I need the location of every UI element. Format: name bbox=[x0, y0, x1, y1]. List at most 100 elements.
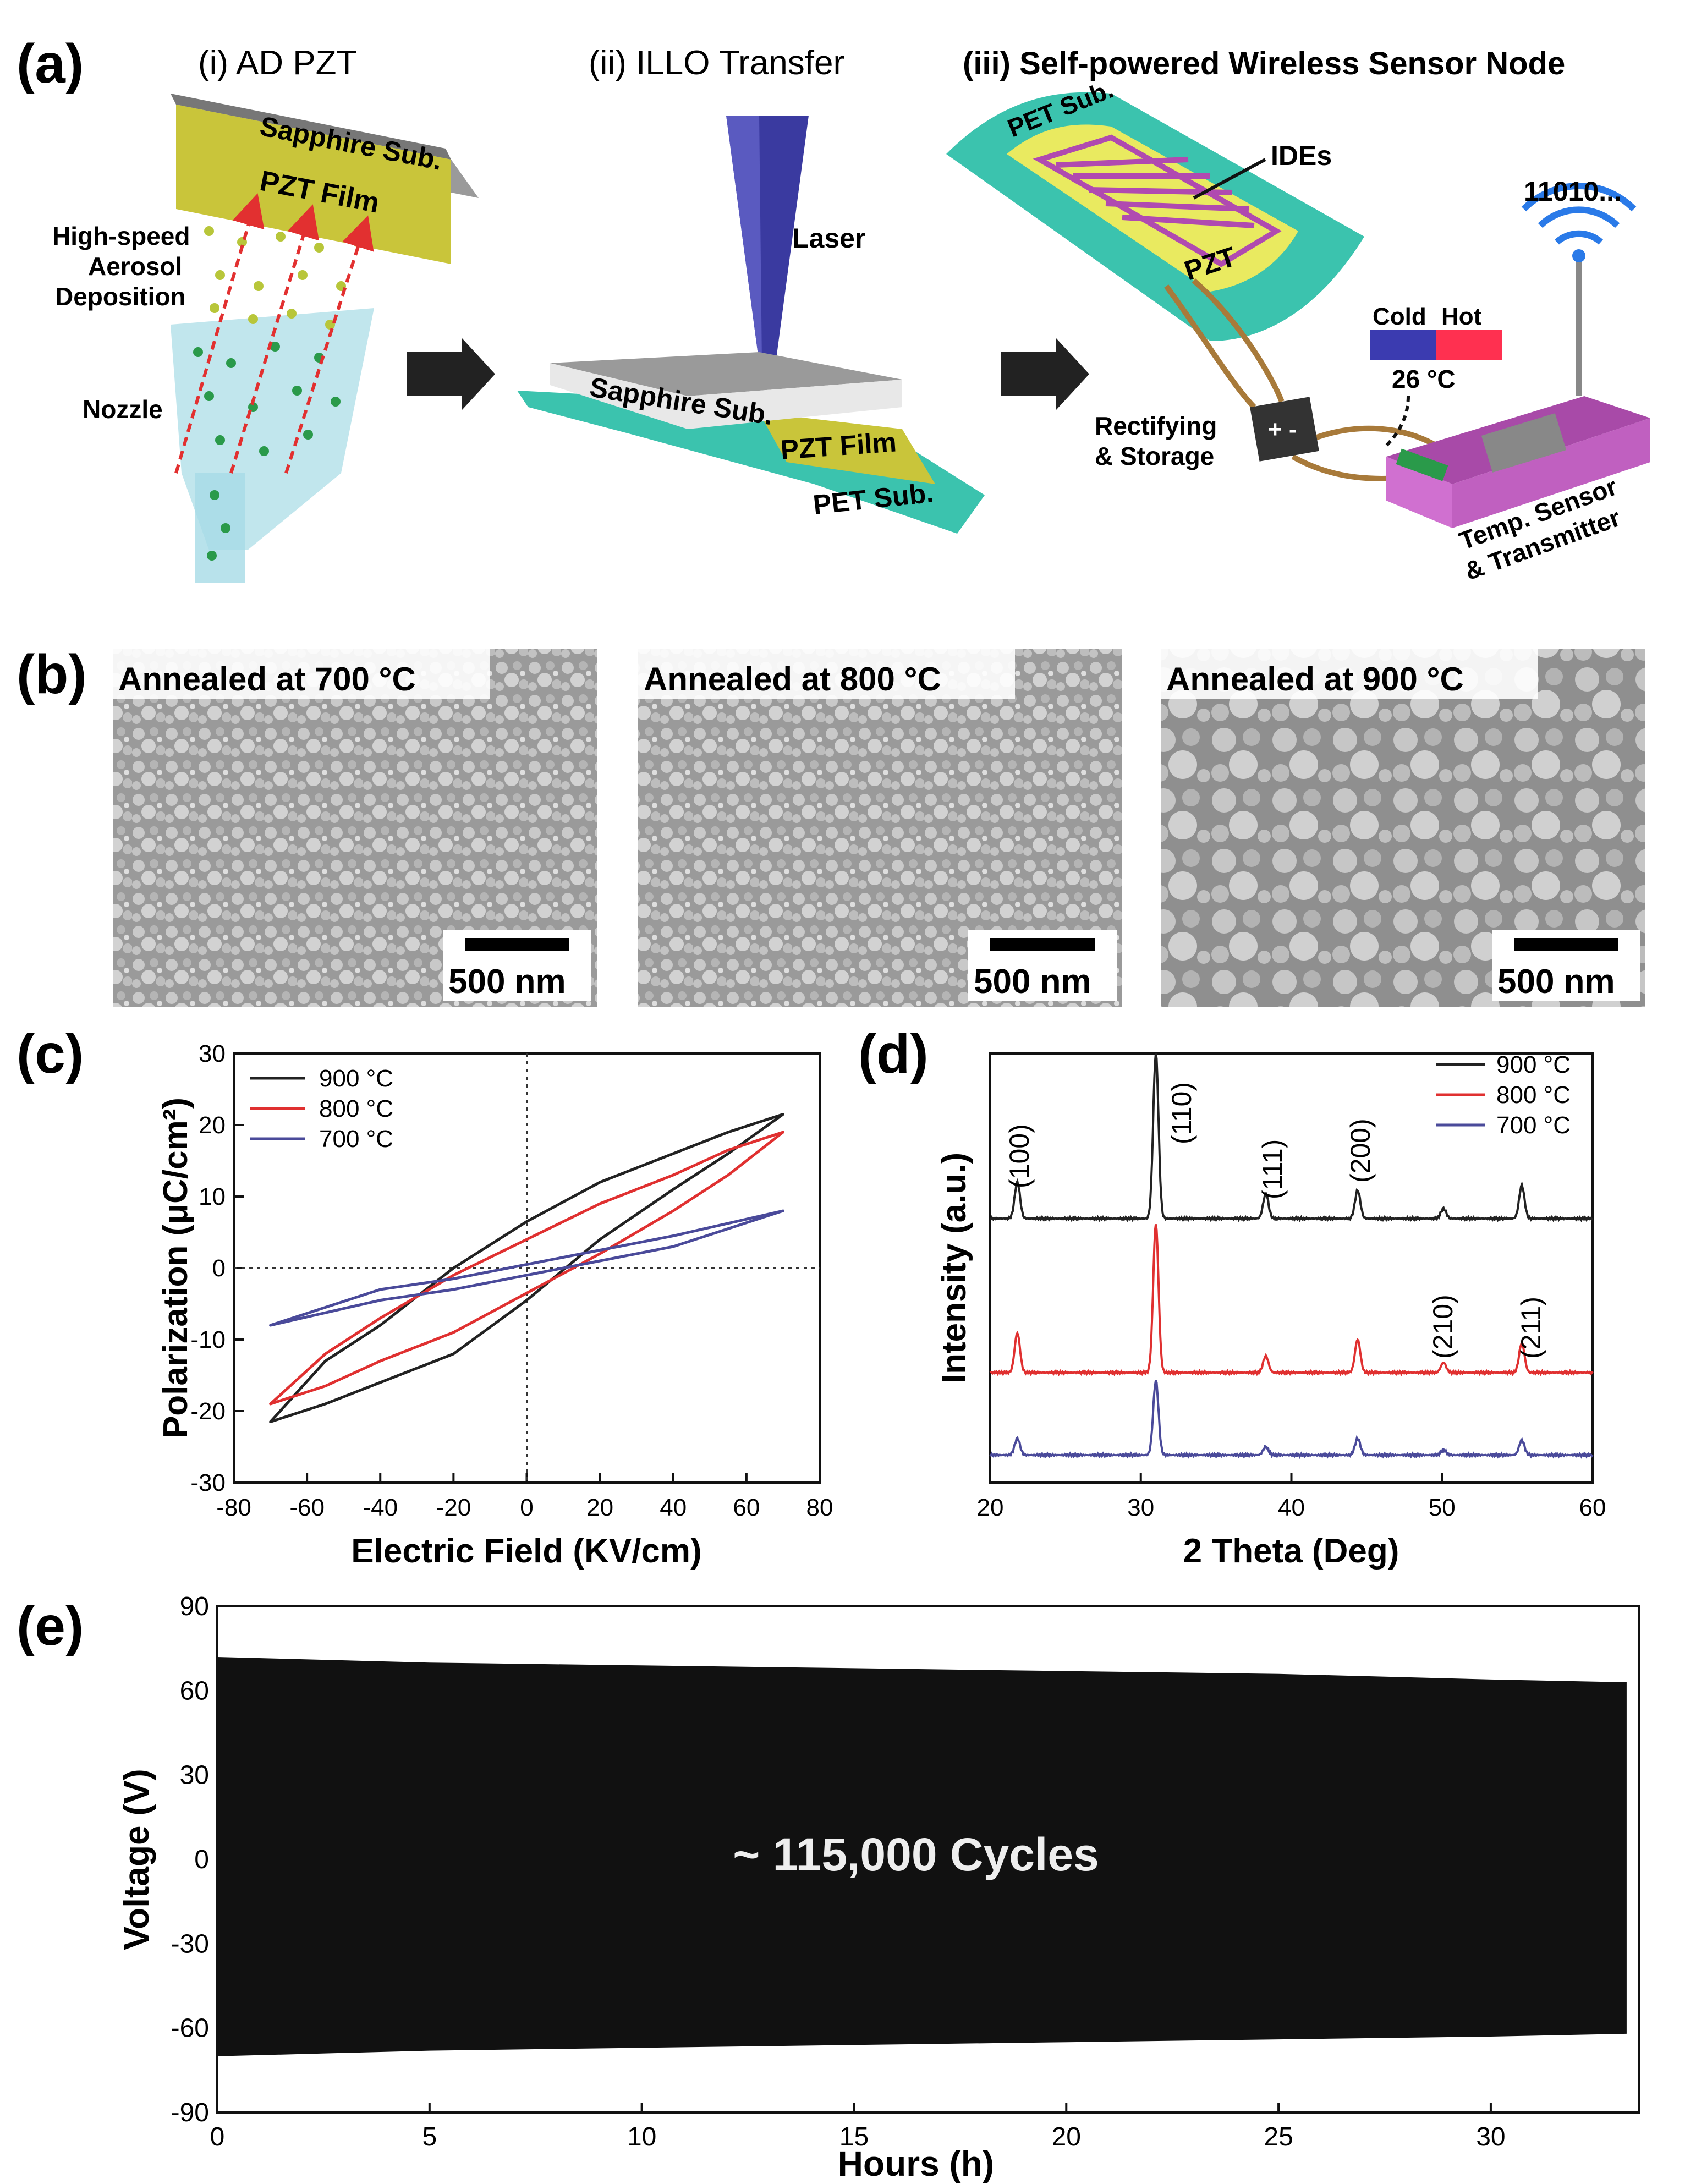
chart-c-ytick-label: -20 bbox=[190, 1398, 226, 1425]
chart-d-xtick-label: 20 bbox=[977, 1494, 1004, 1521]
chart-e-xtick-label: 30 bbox=[1476, 2122, 1505, 2152]
chart-c-xtick-label: 0 bbox=[520, 1494, 533, 1521]
caption-bg-700 bbox=[113, 649, 490, 699]
chart-c-ticks: -80 -60 -40 -20 0 20 40 60 80 30 20 10 0 -10 -20 -30 bbox=[190, 1040, 833, 1521]
wireless-dot bbox=[1572, 249, 1585, 262]
voltage-envelope bbox=[217, 1657, 1627, 2056]
panel-b: (b) Annealed at 700 °C Annealed at 800 °… bbox=[17, 644, 1645, 1007]
chart-e-xtick-label: 10 bbox=[627, 2122, 656, 2152]
chart-c-ytick-label: 0 bbox=[212, 1255, 226, 1282]
caption-bg-800 bbox=[638, 649, 1015, 699]
pet-substrate-2 bbox=[517, 391, 985, 534]
aerosol-particles bbox=[193, 342, 341, 561]
panel-b-label: (b) bbox=[17, 644, 87, 705]
step2-title: (ii) ILLO Transfer bbox=[589, 44, 844, 82]
chart-e-xtick-label: 20 bbox=[1052, 2122, 1081, 2152]
rectifier-symbol: + - bbox=[1268, 416, 1297, 443]
loop-700 bbox=[269, 1209, 784, 1327]
laser-beam-shade bbox=[726, 116, 762, 363]
legend-d-800: 800 °C bbox=[1496, 1082, 1571, 1109]
chart-d-peak-labels: (100) (110) (111) (200) (210) (211) bbox=[1004, 1082, 1546, 1359]
xrd-pattern-800 bbox=[989, 1224, 1594, 1377]
chart-c-legend: 900 °C 800 °C 700 °C bbox=[250, 1065, 393, 1153]
chart-c-ylabel: Polarization (μC/cm²) bbox=[157, 1098, 195, 1439]
chart-d-xtick-label: 60 bbox=[1579, 1494, 1606, 1521]
process-arrow-2 bbox=[1001, 338, 1089, 410]
chart-e-xtick-label: 5 bbox=[422, 2122, 437, 2152]
step3-title: (iii) Self-powered Wireless Sensor Node bbox=[963, 46, 1565, 81]
legend-c-800: 800 °C bbox=[319, 1095, 393, 1122]
sapphire-substrate-2 bbox=[550, 352, 902, 396]
chart-c-ytick-label: -30 bbox=[190, 1469, 226, 1496]
xrd-pattern-700 bbox=[989, 1380, 1594, 1459]
sensor-board-front bbox=[1386, 457, 1452, 528]
sensor-strip bbox=[1396, 448, 1448, 481]
temperature-readout: 26 °C bbox=[1392, 365, 1456, 393]
laser-label: Laser bbox=[792, 223, 865, 254]
scalebar-label-800: 500 nm bbox=[974, 963, 1091, 1001]
chart-c-xtick-label: -40 bbox=[363, 1494, 398, 1521]
peak-200: (200) bbox=[1345, 1118, 1376, 1183]
legend-d-700: 700 °C bbox=[1496, 1112, 1571, 1139]
chart-e-ytick-label: 0 bbox=[194, 1845, 209, 1874]
scalebar-700 bbox=[465, 938, 569, 951]
chart-d-xlabel: 2 Theta (Deg) bbox=[1183, 1532, 1399, 1570]
chart-e-xtick-label: 0 bbox=[210, 2122, 225, 2152]
sensor-board-side bbox=[1452, 418, 1650, 528]
peak-210: (210) bbox=[1428, 1294, 1458, 1359]
panel-e-label: (e) bbox=[17, 1595, 84, 1657]
chart-c-series bbox=[269, 1113, 784, 1423]
legend-d-900: 900 °C bbox=[1496, 1051, 1571, 1078]
panel-c-label: (c) bbox=[17, 1023, 84, 1085]
loop-900 bbox=[269, 1113, 784, 1423]
wireless-icon bbox=[1521, 183, 1637, 245]
nozzle-label: Nozzle bbox=[83, 395, 163, 424]
pzt-film-2 bbox=[759, 413, 935, 484]
panel-d-label: (d) bbox=[858, 1023, 929, 1085]
chart-c-xtick-label: -60 bbox=[289, 1494, 325, 1521]
pzt-film-1 bbox=[176, 105, 451, 264]
nozzle-tip bbox=[195, 473, 245, 583]
storage-label: & Storage bbox=[1095, 442, 1214, 470]
sapphire-substrate-1-top bbox=[171, 94, 451, 160]
hot-label: Hot bbox=[1441, 303, 1482, 330]
chart-e-ytick-label: -30 bbox=[171, 1929, 209, 1958]
chart-c-xtick-label: 80 bbox=[806, 1494, 833, 1521]
interdigitated-electrodes bbox=[1033, 134, 1282, 267]
cycles-annotation: ~ 115,000 Cycles bbox=[733, 1829, 1099, 1880]
peak-100: (100) bbox=[1004, 1124, 1035, 1188]
chart-c-ytick-label: 20 bbox=[199, 1112, 226, 1139]
chart-d-xtick-label: 50 bbox=[1429, 1494, 1456, 1521]
chart-d-series bbox=[989, 1053, 1594, 1459]
loop-800 bbox=[269, 1131, 784, 1406]
cold-bar bbox=[1370, 330, 1436, 360]
panel-e: (e) 0 5 10 15 20 25 30 90 60 30 0 -30 -60 -90 ~ 115,0… bbox=[17, 1592, 1640, 2183]
chart-c-xtick-label: -20 bbox=[436, 1494, 471, 1521]
chart-d-ticks: 20 30 40 50 60 bbox=[977, 1473, 1606, 1521]
panel-a-label: (a) bbox=[17, 33, 84, 95]
chart-e-ytick-label: 30 bbox=[180, 1761, 209, 1790]
sensor-chip bbox=[1481, 413, 1567, 473]
ides-label: IDEs bbox=[1271, 140, 1332, 171]
legend-c-700: 700 °C bbox=[319, 1126, 393, 1153]
chart-c-xtick-label: -80 bbox=[216, 1494, 251, 1521]
chart-e-ytick-label: -60 bbox=[171, 2014, 209, 2043]
chart-d-xtick-label: 30 bbox=[1127, 1494, 1154, 1521]
rectifier-box bbox=[1250, 397, 1319, 462]
chart-e-ylabel: Voltage (V) bbox=[117, 1769, 156, 1950]
caption-800: Annealed at 800 °C bbox=[644, 661, 941, 698]
peak-110: (110) bbox=[1166, 1082, 1197, 1144]
hot-bar bbox=[1436, 330, 1502, 360]
binary-output: 11010... bbox=[1524, 176, 1622, 207]
chart-c-xtick-label: 20 bbox=[586, 1494, 613, 1521]
sapphire-substrate-2-side bbox=[550, 363, 902, 429]
chart-d-xtick-label: 40 bbox=[1278, 1494, 1305, 1521]
legend-c-900: 900 °C bbox=[319, 1065, 393, 1092]
caption-bg-900 bbox=[1161, 649, 1538, 699]
chart-e-xtick-label: 15 bbox=[839, 2122, 869, 2152]
step1-title: (i) AD PZT bbox=[198, 44, 357, 82]
chart-e-ytick-label: 90 bbox=[180, 1592, 209, 1621]
high-speed-label: High-speed bbox=[52, 222, 190, 250]
rectifying-label: Rectifying bbox=[1095, 411, 1217, 440]
process-arrow-1 bbox=[407, 338, 495, 410]
